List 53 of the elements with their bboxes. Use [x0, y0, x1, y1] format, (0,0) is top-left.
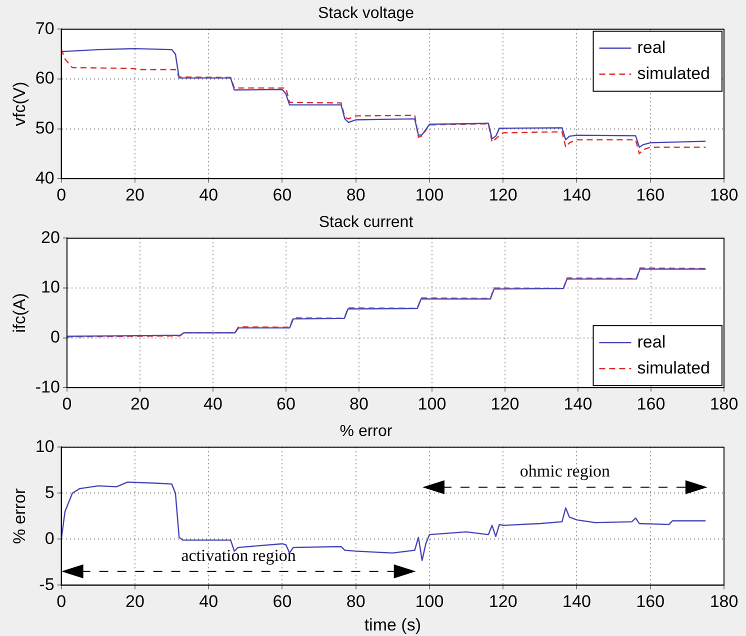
x-tick-label: 180 — [710, 592, 738, 612]
x-tick-label: 160 — [636, 592, 665, 612]
x-tick-label: 20 — [125, 592, 144, 612]
x-tick-label: 120 — [488, 185, 518, 204]
y-axis-title: ifc(A) — [10, 293, 29, 333]
x-tick-label: 80 — [346, 592, 366, 612]
y-axis-title: vfc(V) — [10, 82, 29, 126]
y-tick-label: -10 — [35, 377, 60, 396]
x-tick-label: 120 — [490, 394, 520, 414]
chart-title: % error — [340, 423, 393, 440]
x-tick-label: 40 — [199, 185, 218, 204]
y-tick-label: 20 — [41, 228, 60, 247]
legend-label: real — [637, 332, 666, 352]
x-axis-title: time (s) — [364, 615, 421, 634]
legend-label: simulated — [637, 358, 710, 378]
y-axis-title: % error — [10, 488, 29, 544]
legend-label: real — [637, 38, 666, 57]
x-tick-label: 140 — [562, 185, 591, 204]
y-tick-label: 40 — [35, 168, 54, 188]
x-tick-label: 80 — [350, 394, 368, 414]
chart-title: Stack current — [318, 214, 414, 232]
x-tick-label: 180 — [710, 185, 738, 204]
x-tick-label: 60 — [272, 592, 292, 612]
chart-title: Stack voltage — [318, 5, 414, 22]
x-tick-label: 180 — [710, 394, 738, 414]
x-tick-label: 160 — [636, 185, 665, 204]
x-tick-label: 60 — [272, 185, 292, 204]
x-tick-label: 80 — [346, 185, 366, 204]
annotation: ohmic region — [520, 462, 611, 481]
y-tick-label: 50 — [35, 118, 54, 138]
x-tick-label: 20 — [125, 185, 144, 204]
x-tick-label: 60 — [276, 394, 296, 414]
x-tick-label: 140 — [564, 394, 592, 414]
x-tick-label: 0 — [62, 394, 72, 414]
x-tick-label: 40 — [204, 394, 222, 414]
x-tick-label: 100 — [415, 592, 444, 612]
x-tick-label: 100 — [415, 185, 444, 204]
x-tick-label: 20 — [130, 394, 150, 414]
x-tick-label: 160 — [636, 394, 666, 414]
annotation: activation region — [181, 546, 296, 565]
legend-label: simulated — [637, 64, 710, 83]
y-tick-label: 10 — [35, 436, 54, 456]
x-tick-label: 140 — [562, 592, 591, 612]
x-tick-label: 40 — [199, 592, 218, 612]
y-tick-label: 0 — [44, 528, 54, 548]
y-tick-label: 0 — [50, 327, 60, 346]
y-tick-label: 10 — [41, 278, 60, 297]
y-tick-label: 5 — [44, 482, 54, 502]
x-tick-label: 120 — [488, 592, 518, 612]
y-tick-label: 60 — [35, 68, 54, 88]
y-tick-label: -5 — [39, 574, 54, 594]
x-tick-label: 100 — [418, 394, 446, 414]
y-tick-label: 70 — [35, 18, 54, 38]
